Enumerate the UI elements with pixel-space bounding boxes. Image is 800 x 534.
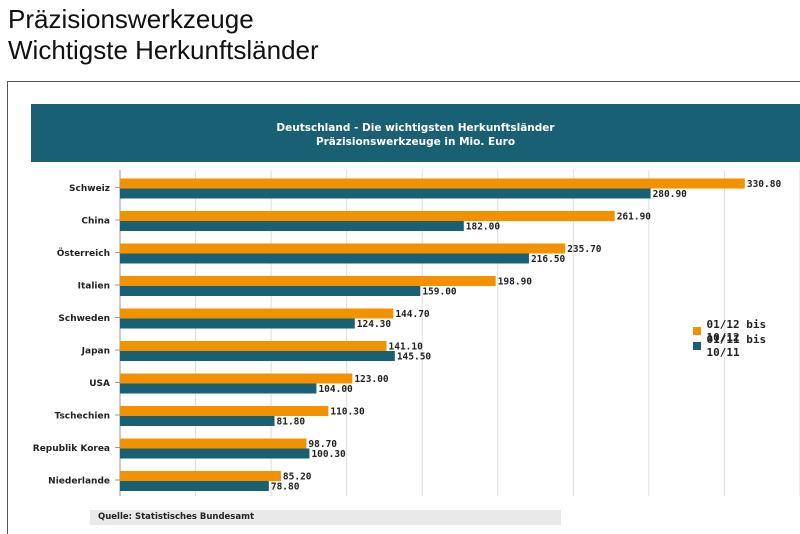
category-label: Japan	[81, 347, 110, 357]
data-label: 235.70	[567, 244, 602, 255]
bar-previous	[120, 286, 421, 296]
bar-current	[120, 341, 387, 351]
bar-current	[120, 308, 394, 319]
data-label: 85.20	[283, 472, 312, 483]
category-label: China	[81, 217, 110, 227]
bar-current	[120, 243, 566, 254]
chart-subtitle: Präzisionswerkzeuge in Mio. Euro	[315, 136, 516, 148]
category-label: USA	[89, 379, 110, 389]
data-label: 261.90	[617, 212, 652, 223]
category-label: Schweiz	[69, 184, 110, 194]
slide-title: Präzisionswerkzeuge Wichtigste Herkunfts…	[8, 4, 319, 66]
chart-frame	[7, 81, 800, 534]
legend-swatch-current	[693, 326, 701, 335]
data-label: 110.30	[330, 407, 365, 418]
data-label: 198.90	[498, 277, 533, 288]
bar-current	[120, 471, 281, 481]
data-label: 159.00	[422, 287, 457, 298]
bar-current	[120, 373, 353, 384]
legend-item-current: 01/12 bis 10/12	[693, 318, 800, 344]
category-label: Österreich	[57, 248, 110, 259]
bar-previous	[120, 253, 529, 264]
legend-item-previous: 01/11 bis 10/11	[693, 333, 800, 359]
data-label: 182.00	[466, 222, 501, 233]
category-label: Schweden	[58, 314, 110, 324]
bar-current	[120, 406, 329, 416]
category-label: Niederlande	[48, 477, 110, 487]
slide-title-line1: Präzisionswerkzeuge	[8, 4, 254, 34]
chart-title: Deutschland - Die wichtigsten Herkunftsl…	[276, 122, 555, 134]
bar-current	[120, 276, 496, 286]
data-label: 280.90	[653, 189, 688, 200]
bar-previous	[120, 416, 275, 426]
bar-previous	[120, 448, 310, 459]
legend-swatch-previous	[693, 341, 701, 350]
data-label: 81.80	[277, 417, 306, 428]
bar-previous	[120, 351, 395, 361]
bar-previous	[120, 188, 651, 199]
bar-current	[120, 438, 307, 449]
bar-current	[120, 178, 745, 189]
data-label: 98.70	[308, 439, 337, 450]
bar-previous	[120, 481, 269, 491]
data-label: 145.50	[397, 352, 432, 363]
slide-title-line2: Wichtigste Herkunftsländer	[8, 35, 319, 65]
data-label: 330.80	[747, 179, 782, 190]
category-label: Tschechien	[55, 412, 111, 422]
bar-current	[120, 211, 615, 221]
data-label: 141.10	[389, 342, 424, 353]
data-label: 144.70	[395, 309, 430, 320]
chart-legend: 01/12 bis 10/12 01/11 bis 10/11	[693, 318, 800, 359]
legend-label-current: 01/12 bis 10/12	[706, 317, 767, 344]
bar-previous	[120, 383, 317, 394]
bar-previous	[120, 318, 355, 329]
bar-previous	[120, 221, 464, 231]
data-label: 124.30	[357, 319, 392, 330]
data-label: 78.80	[271, 482, 300, 493]
legend-label-previous: 01/11 bis 10/11	[706, 332, 767, 359]
source-note: Quelle: Statistisches Bundesamt	[90, 510, 561, 525]
data-label: 216.50	[531, 254, 566, 265]
data-label: 100.30	[311, 449, 346, 460]
category-label: Italien	[78, 282, 110, 292]
chart-header: Deutschland - Die wichtigsten Herkunftsl…	[31, 104, 800, 162]
category-label: Republik Korea	[33, 444, 110, 454]
data-label: 104.00	[318, 384, 353, 395]
data-label: 123.00	[354, 374, 389, 385]
